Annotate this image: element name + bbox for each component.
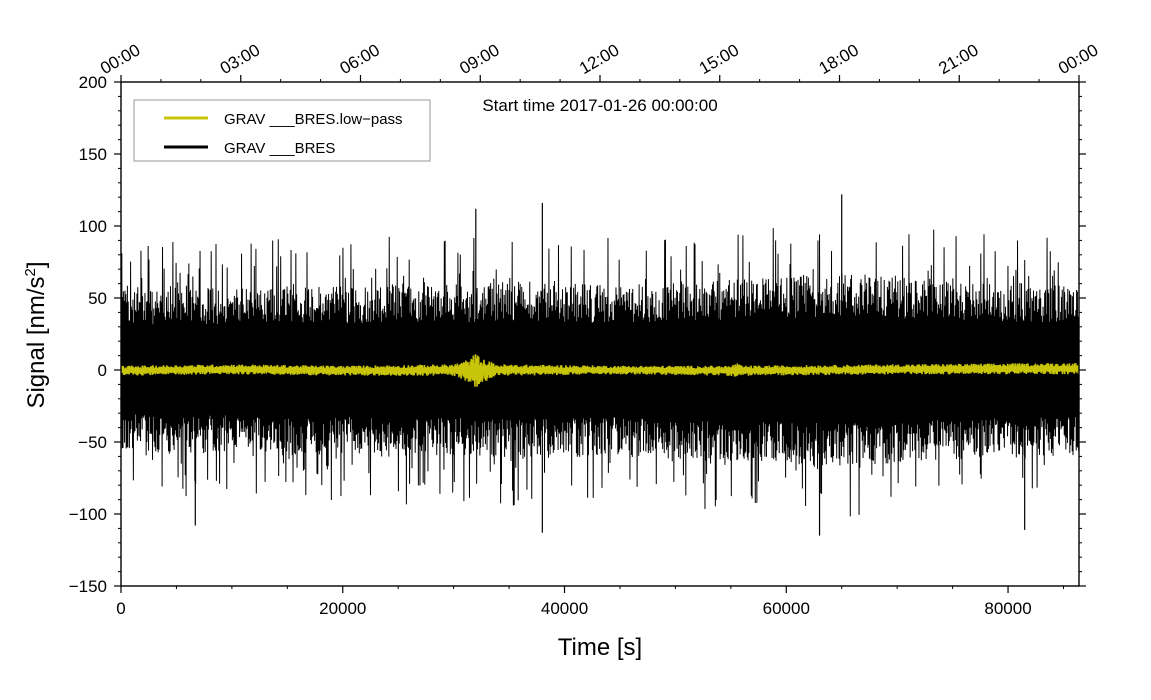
top-tick-label: 00:00 [1055,40,1101,78]
y-tick-label: 150 [79,145,107,164]
y-tick-label: −50 [78,433,107,452]
x-tick-label: 80000 [984,599,1031,618]
legend-box [133,99,431,162]
raw-signal-trace [120,228,1080,517]
y-axis-title: Signal [nm/s2] [22,261,50,408]
x-tick-label: 20000 [319,599,366,618]
y-tick-label: 50 [88,289,107,308]
y-tick-label: −100 [69,505,107,524]
legend: GRAV ___BRES.low−pass GRAV ___BRES [133,99,431,162]
y-axis-title-main: Signal [nm/s [23,276,50,408]
signal-traces [120,194,1080,536]
x-tick-label: 0 [116,599,125,618]
top-tick-label: 15:00 [696,40,742,78]
y-tick-label: −150 [69,577,107,596]
lowpass-signal-trace [120,354,1080,387]
start-time-annotation: Start time 2017-01-26 00:00:00 [482,96,717,115]
y-axis-title-end: ] [23,261,50,268]
x-axis-title: Time [s] [558,634,642,661]
top-tick-label: 09:00 [456,40,502,78]
top-tick-label: 06:00 [337,40,383,78]
x-tick-label: 40000 [541,599,588,618]
top-tick-label: 00:00 [97,40,143,78]
y-tick-label: 200 [79,73,107,92]
legend-label-raw: GRAV ___BRES [224,140,335,157]
legend-label-lowpass: GRAV ___BRES.low−pass [224,111,403,128]
y-tick-label: 100 [79,217,107,236]
top-tick-label: 12:00 [576,40,622,78]
x-tick-label: 60000 [763,599,810,618]
y-axis-title-sup: 2 [22,268,39,276]
y-tick-label: 0 [98,361,107,380]
top-tick-label: 21:00 [935,40,981,78]
top-tick-label: 03:00 [217,40,263,78]
top-tick-label: 18:00 [816,40,862,78]
